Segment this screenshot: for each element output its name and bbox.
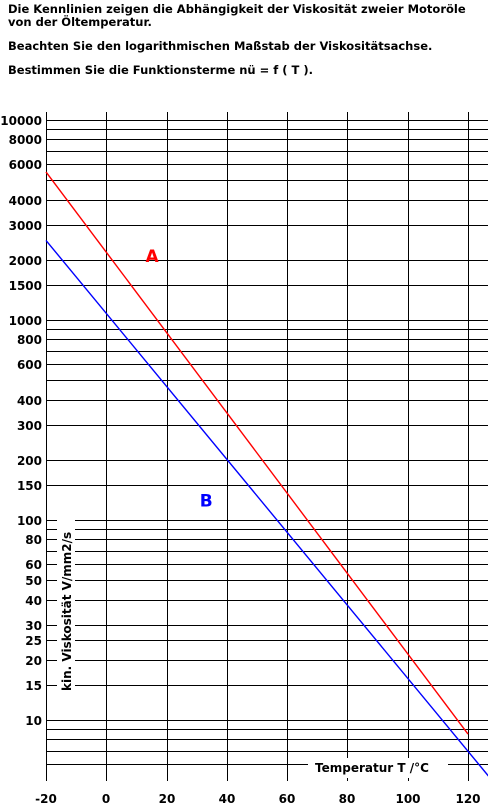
y-axis-label: kin. Viskosität V/mm2/s	[60, 532, 74, 691]
y-tick-label: 200	[17, 454, 42, 468]
instruction-line-3: Bestimmen Sie die Funktionsterme nü = f …	[8, 63, 313, 77]
y-tick-label: 20	[25, 654, 42, 668]
x-tick-labels: -20 0 20 40 60 80 100 120	[35, 792, 480, 806]
x-tick-label: 0	[102, 792, 110, 806]
y-tick-label: 60	[25, 558, 42, 572]
series-line-b	[45, 239, 488, 777]
curve-label-b: B	[200, 491, 213, 511]
y-tick-label: 300	[17, 419, 42, 433]
y-axis-label-background	[57, 518, 75, 696]
y-tick-label: 8000	[9, 133, 42, 147]
y-tick-label: 6000	[9, 158, 42, 172]
series-lines	[45, 171, 488, 777]
x-axis-label: Temperatur T /°C	[315, 761, 429, 775]
y-tick-label: 80	[25, 533, 42, 547]
x-tick-label: 60	[279, 792, 296, 806]
y-tick-labels: 10000 8000 6000 4000 3000 2000 1500 1000 800 600 4…	[0, 114, 42, 728]
y-tick-label: 3000	[9, 219, 42, 233]
x-tick-label: 20	[159, 792, 176, 806]
y-tick-label: 50	[25, 574, 42, 588]
y-tick-label: 800	[17, 333, 42, 347]
y-tick-label: 25	[25, 634, 42, 648]
y-tick-label: 1500	[9, 279, 42, 293]
instruction-line-1: Die Kennlinien zeigen die Abhängigkeit d…	[8, 2, 466, 29]
y-tick-label: 1000	[9, 314, 42, 328]
grid-lines	[46, 112, 488, 781]
y-tick-label: 15	[25, 679, 42, 693]
y-tick-label: 40	[25, 594, 42, 608]
y-tick-label: 600	[17, 358, 42, 372]
y-tick-label: 10000	[0, 114, 42, 128]
instruction-line-2: Beachten Sie den logarithmischen Maßstab…	[8, 39, 433, 53]
curve-label-a: A	[145, 247, 159, 267]
y-tick-label: 30	[25, 619, 42, 633]
x-tick-label: 40	[219, 792, 236, 806]
x-tick-label: 80	[339, 792, 356, 806]
instructions-text: Die Kennlinien zeigen die Abhängigkeit d…	[8, 3, 482, 77]
x-axis-label-background	[308, 758, 448, 778]
x-tick-label: 120	[455, 792, 480, 806]
y-tick-label: 4000	[9, 194, 42, 208]
y-tick-label: 10	[25, 714, 42, 728]
y-tick-label: 100	[17, 514, 42, 528]
y-tick-label: 150	[17, 479, 42, 493]
y-tick-label: 2000	[9, 254, 42, 268]
y-tick-label: 400	[17, 394, 42, 408]
x-tick-label: 100	[395, 792, 420, 806]
curve-annotations: AB	[145, 247, 212, 511]
x-tick-label: -20	[35, 792, 57, 806]
series-line-a	[45, 171, 469, 735]
